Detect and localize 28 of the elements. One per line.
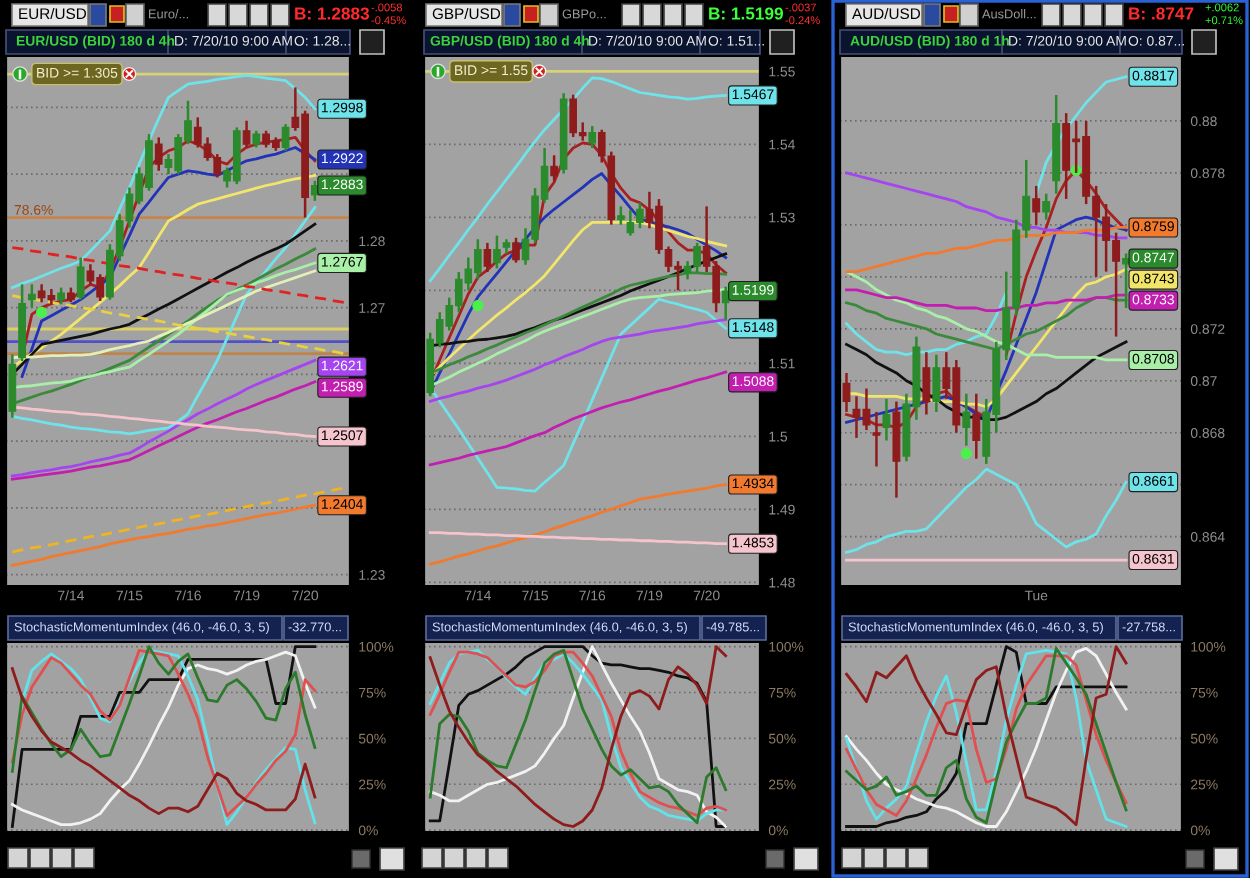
candlestick bbox=[493, 234, 501, 270]
candlestick bbox=[281, 122, 290, 153]
text: B: .8747 bbox=[1129, 7, 1194, 20]
candlestick bbox=[1032, 184, 1041, 227]
candlestick bbox=[617, 205, 625, 226]
line-series bbox=[10, 269, 317, 360]
candlestick bbox=[483, 241, 492, 274]
candlestick bbox=[242, 119, 251, 149]
candlestick bbox=[8, 353, 17, 420]
text: B: 1.5199 bbox=[709, 7, 783, 20]
text: B: 1.2883 bbox=[295, 7, 370, 20]
candlestick bbox=[882, 397, 891, 442]
candlestick bbox=[512, 236, 520, 264]
candlestick bbox=[872, 410, 881, 468]
candlestick bbox=[27, 283, 36, 309]
candlestick bbox=[972, 392, 981, 460]
candlestick bbox=[962, 392, 971, 447]
line-series bbox=[10, 645, 317, 773]
candlestick bbox=[922, 350, 931, 416]
candlestick bbox=[588, 124, 597, 150]
candlestick bbox=[550, 154, 558, 183]
candlestick bbox=[154, 136, 163, 173]
candlestick bbox=[842, 371, 851, 414]
line-series bbox=[428, 318, 728, 403]
candlestick bbox=[1042, 192, 1051, 221]
candlestick bbox=[76, 256, 85, 301]
line-series bbox=[10, 206, 317, 436]
candlestick bbox=[932, 353, 941, 414]
